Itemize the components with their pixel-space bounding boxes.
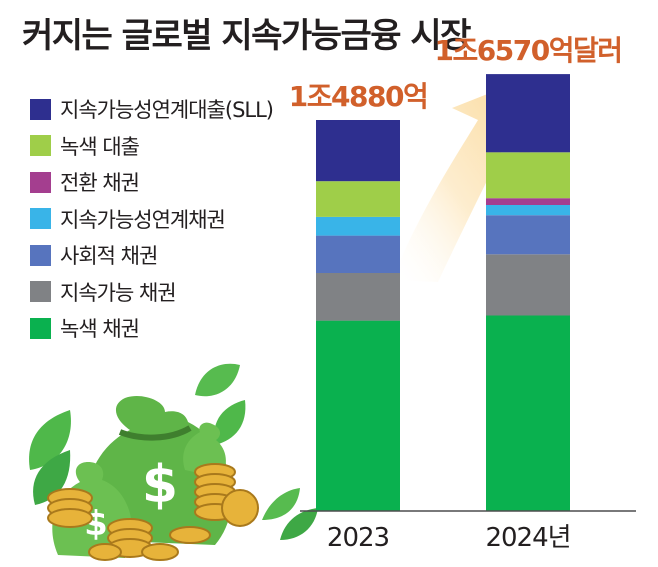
- legend-swatch: [30, 98, 51, 120]
- coins-icon: [47, 463, 259, 561]
- legend-label: 지속가능성연계채권: [60, 207, 226, 232]
- bar-segment: [316, 273, 400, 321]
- bar-segment: [316, 235, 400, 273]
- bar-segment: [486, 205, 570, 216]
- legend-swatch: [30, 208, 51, 230]
- total-label: 1조4880억: [289, 80, 427, 113]
- legend-swatch: [30, 281, 51, 303]
- legend-item: 녹색 채권: [30, 310, 273, 347]
- legend-label: 지속가능성연계대출(SLL): [60, 98, 274, 123]
- bar-segment: [316, 181, 400, 217]
- legend-item: 지속가능성연계대출(SLL): [30, 91, 274, 128]
- bar-segment: [316, 120, 400, 182]
- chart-title: 커지는 글로벌 지속가능금융 시장: [22, 16, 471, 56]
- bar-segment: [316, 216, 400, 236]
- legend-item: 지속가능성연계채권: [30, 201, 273, 238]
- svg-text:$: $: [142, 455, 178, 515]
- legend-item: 지속가능 채권: [30, 274, 273, 311]
- bar-segment: [486, 215, 570, 255]
- legend-label: 녹색 채권: [60, 317, 140, 342]
- x-tick-label: 2023: [327, 523, 389, 553]
- legend-item: 녹색 대출: [30, 128, 273, 165]
- bar-segment: [486, 74, 570, 153]
- x-tick-labels: 2023 2024년: [327, 523, 572, 553]
- total-label: 1조6570억달러: [435, 34, 622, 67]
- bar-segment: [486, 152, 570, 199]
- legend-label: 사회적 채권: [60, 244, 158, 269]
- legend-label: 녹색 대출: [60, 134, 140, 159]
- leaf-icon: [29, 363, 318, 540]
- legend-item: 사회적 채권: [30, 237, 273, 274]
- bar-segment: [316, 320, 400, 511]
- money-bags-illustration: $ $: [29, 363, 318, 561]
- bar-segment: [486, 254, 570, 316]
- legend-swatch: [30, 244, 51, 266]
- legend-swatch: [30, 135, 51, 157]
- legend-label: 전환 채권: [60, 171, 140, 196]
- bar-segment: [486, 198, 570, 205]
- bars: [316, 74, 570, 511]
- legend-label: 지속가능 채권: [60, 280, 177, 305]
- legend-swatch: [30, 171, 51, 193]
- x-tick-label: 2024년: [485, 523, 570, 553]
- legend-swatch: [30, 317, 51, 339]
- legend-item: 전환 채권: [30, 164, 273, 201]
- bar-segment: [486, 315, 570, 511]
